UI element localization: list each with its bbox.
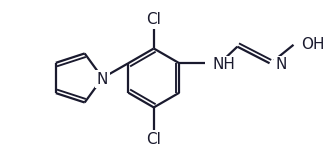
Text: Cl: Cl	[146, 132, 161, 147]
Text: OH: OH	[301, 37, 323, 52]
Text: NH: NH	[213, 57, 235, 72]
Text: N: N	[275, 57, 287, 72]
Text: N: N	[97, 72, 108, 87]
Text: Cl: Cl	[146, 12, 161, 27]
